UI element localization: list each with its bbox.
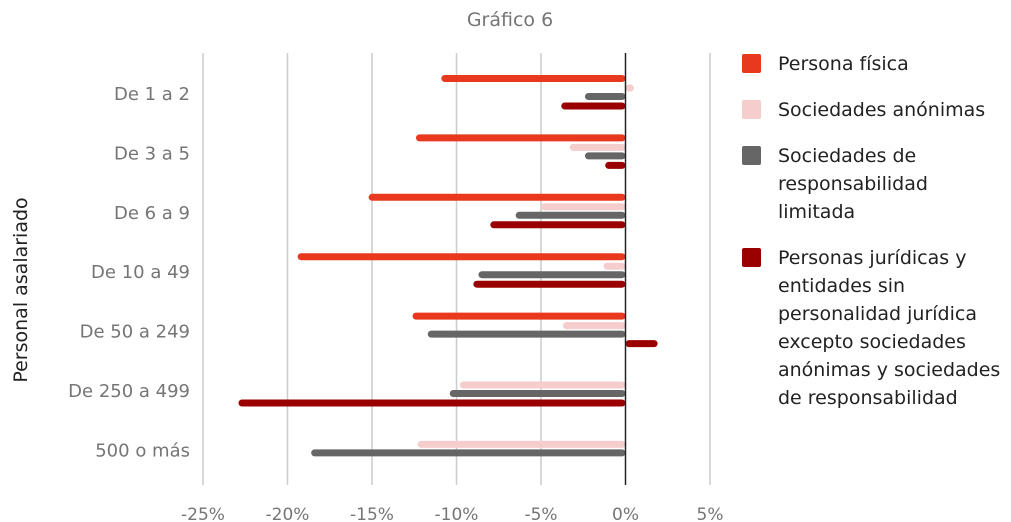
bar bbox=[311, 449, 626, 457]
y-category-label: De 50 a 249 bbox=[80, 322, 190, 343]
legend-item-sociedades-responsabilidad-limitada: Sociedades de responsabilidad limitada bbox=[742, 142, 1010, 226]
bar bbox=[625, 84, 634, 92]
legend-item-sociedades-anonimas: Sociedades anónimas bbox=[742, 96, 1010, 124]
legend-swatch bbox=[742, 100, 761, 119]
x-tick-label: 0% bbox=[612, 505, 639, 522]
legend-item-personas-juridicas: Personas jurídicas y entidades sin perso… bbox=[742, 244, 1010, 412]
bar bbox=[603, 262, 626, 270]
bar bbox=[515, 211, 626, 219]
chart-title: Gráfico 6 bbox=[467, 9, 553, 31]
x-tick-label: 5% bbox=[697, 505, 724, 522]
bar bbox=[569, 143, 626, 151]
bar bbox=[584, 152, 626, 160]
bar bbox=[605, 161, 626, 169]
legend-label: Persona física bbox=[778, 53, 909, 75]
y-category-label: De 250 a 499 bbox=[68, 381, 190, 402]
y-axis-title: Personal asalariado bbox=[10, 197, 32, 382]
legend-item-persona-fisica: Persona física bbox=[742, 50, 1010, 78]
y-category-label: De 1 a 2 bbox=[114, 84, 190, 105]
bar bbox=[417, 440, 626, 448]
x-tick-label: -10% bbox=[435, 505, 479, 522]
bar bbox=[238, 399, 626, 407]
legend-label: Personas jurídicas y entidades sin perso… bbox=[778, 247, 1001, 409]
bar bbox=[412, 312, 626, 320]
bar bbox=[562, 322, 626, 330]
bar bbox=[473, 280, 626, 288]
bar bbox=[449, 390, 626, 397]
y-category-label: De 6 a 9 bbox=[114, 203, 190, 224]
bar bbox=[459, 381, 626, 389]
y-category-label: De 10 a 49 bbox=[91, 262, 190, 283]
bars bbox=[238, 75, 658, 457]
legend-label: Sociedades anónimas bbox=[778, 99, 986, 121]
y-category-label: De 3 a 5 bbox=[114, 143, 190, 164]
x-tick-label: -15% bbox=[350, 505, 394, 522]
bar bbox=[561, 102, 626, 110]
legend: Persona física Sociedades anónimas Socie… bbox=[742, 50, 1010, 430]
bar bbox=[415, 134, 626, 142]
legend-swatch bbox=[742, 146, 761, 165]
legend-label: Sociedades de responsabilidad limitada bbox=[778, 145, 928, 223]
x-tick-label: -5% bbox=[524, 505, 557, 522]
bar bbox=[490, 221, 626, 229]
bar bbox=[478, 271, 626, 279]
legend-swatch bbox=[742, 248, 761, 267]
bar bbox=[625, 340, 658, 348]
gridlines bbox=[202, 53, 711, 485]
bar bbox=[541, 203, 626, 211]
y-category-label: 500 o más bbox=[95, 440, 190, 461]
axes: -25% -20% -15% -10% -5% 0% 5% De 1 a 2 De 3 a 5 D… bbox=[68, 53, 723, 522]
bar bbox=[441, 75, 626, 82]
bar bbox=[427, 330, 626, 338]
bar bbox=[297, 253, 626, 261]
bar bbox=[368, 193, 626, 201]
legend-swatch bbox=[742, 54, 761, 73]
x-tick-label: -20% bbox=[266, 505, 310, 522]
bar bbox=[584, 93, 626, 100]
x-tick-label: -25% bbox=[181, 505, 225, 522]
